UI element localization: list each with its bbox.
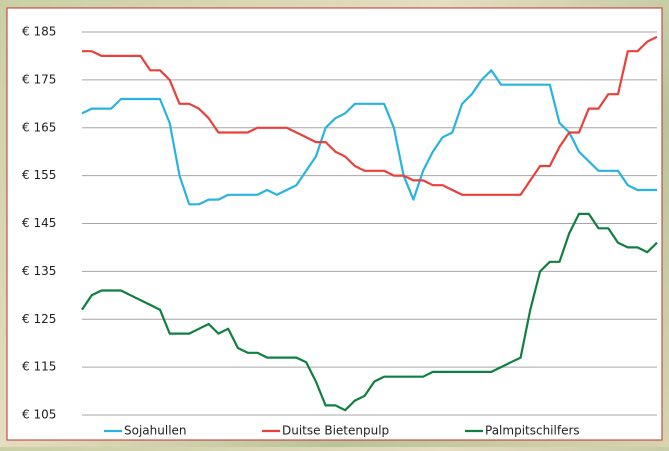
series-line xyxy=(82,35,658,196)
y-tick-label: € 115 xyxy=(22,360,56,374)
series-line xyxy=(81,212,658,412)
y-tick-label: € 175 xyxy=(22,72,56,86)
y-tick-label: € 185 xyxy=(22,25,56,39)
y-tick-label: € 125 xyxy=(22,312,56,326)
y-tick-label: € 105 xyxy=(22,408,56,422)
y-tick-label: € 135 xyxy=(22,264,56,278)
legend-label: Palmpitschilfers xyxy=(485,424,580,438)
legend-label: Duitse Bietenpulp xyxy=(282,424,389,438)
y-tick-label: € 155 xyxy=(22,168,56,182)
series-line xyxy=(81,69,657,206)
legend-label: Sojahullen xyxy=(124,424,187,438)
y-tick-label: € 145 xyxy=(22,216,56,230)
y-tick-label: € 165 xyxy=(22,120,56,134)
